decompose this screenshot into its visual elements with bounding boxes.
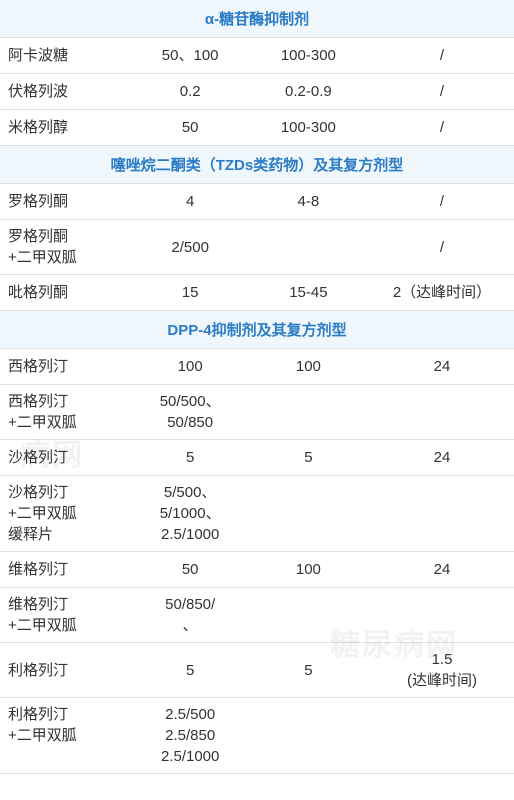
cell-halflife: / [370, 38, 514, 73]
table-row: 西格列汀+二甲双胍50/500、50/850 [0, 385, 514, 440]
cell-name: 西格列汀+二甲双胍 [0, 385, 134, 439]
cell-range [247, 588, 370, 642]
cell-range [247, 476, 370, 551]
table-row: 利格列汀551.5(达峰时间) [0, 643, 514, 698]
cell-dose: 50/500、50/850 [134, 385, 247, 439]
cell-halflife: / [370, 74, 514, 109]
cell-name: 米格列醇 [0, 110, 134, 145]
cell-range: 4-8 [247, 184, 370, 219]
cell-halflife [370, 476, 514, 551]
cell-range: 100-300 [247, 110, 370, 145]
cell-name: 沙格列汀+二甲双胍缓释片 [0, 476, 134, 551]
cell-dose: 50/850/、 [134, 588, 247, 642]
cell-halflife: 24 [370, 440, 514, 475]
cell-range: 5 [247, 643, 370, 697]
section-header: α-糖苷酶抑制剂 [0, 0, 514, 38]
cell-range: 100 [247, 552, 370, 587]
cell-name: 利格列汀+二甲双胍 [0, 698, 134, 773]
cell-range [247, 220, 370, 274]
cell-dose: 50 [134, 552, 247, 587]
cell-dose: 50 [134, 110, 247, 145]
cell-halflife [370, 385, 514, 439]
table-row: 吡格列酮1515-452（达峰时间） [0, 275, 514, 311]
table-row: 利格列汀+二甲双胍2.5/5002.5/8502.5/1000 [0, 698, 514, 774]
cell-range [247, 698, 370, 773]
cell-halflife [370, 698, 514, 773]
cell-dose: 5/500、5/1000、2.5/1000 [134, 476, 247, 551]
cell-halflife: 24 [370, 349, 514, 384]
cell-halflife: / [370, 184, 514, 219]
cell-range: 0.2-0.9 [247, 74, 370, 109]
cell-halflife: 1.5(达峰时间) [370, 643, 514, 697]
cell-name: 阿卡波糖 [0, 38, 134, 73]
cell-halflife: / [370, 220, 514, 274]
cell-dose: 50、100 [134, 38, 247, 73]
cell-name: 沙格列汀 [0, 440, 134, 475]
section-header: 噻唑烷二酮类（TZDs类药物）及其复方剂型 [0, 146, 514, 184]
cell-name: 维格列汀+二甲双胍 [0, 588, 134, 642]
cell-dose: 0.2 [134, 74, 247, 109]
cell-dose: 5 [134, 643, 247, 697]
table-row: 沙格列汀5524 [0, 440, 514, 476]
table-row: 维格列汀+二甲双胍50/850/、 [0, 588, 514, 643]
drug-table: α-糖苷酶抑制剂阿卡波糖50、100100-300/伏格列波0.20.2-0.9… [0, 0, 514, 774]
cell-range: 100 [247, 349, 370, 384]
cell-dose: 15 [134, 275, 247, 310]
cell-name: 维格列汀 [0, 552, 134, 587]
table-row: 阿卡波糖50、100100-300/ [0, 38, 514, 74]
cell-dose: 5 [134, 440, 247, 475]
table-row: 罗格列酮+二甲双胍2/500 / [0, 220, 514, 275]
cell-name: 吡格列酮 [0, 275, 134, 310]
cell-halflife [370, 588, 514, 642]
section-header: DPP-4抑制剂及其复方剂型 [0, 311, 514, 349]
cell-dose: 100 [134, 349, 247, 384]
table-row: 伏格列波0.20.2-0.9/ [0, 74, 514, 110]
cell-range: 5 [247, 440, 370, 475]
cell-range: 100-300 [247, 38, 370, 73]
table-row: 西格列汀10010024 [0, 349, 514, 385]
cell-halflife: / [370, 110, 514, 145]
cell-name: 利格列汀 [0, 643, 134, 697]
table-row: 维格列汀5010024 [0, 552, 514, 588]
cell-name: 伏格列波 [0, 74, 134, 109]
cell-dose: 2.5/5002.5/8502.5/1000 [134, 698, 247, 773]
table-row: 米格列醇50100-300/ [0, 110, 514, 146]
cell-name: 罗格列酮+二甲双胍 [0, 220, 134, 274]
table-row: 罗格列酮44-8/ [0, 184, 514, 220]
cell-dose: 2/500 [134, 220, 247, 274]
cell-range: 15-45 [247, 275, 370, 310]
cell-halflife: 24 [370, 552, 514, 587]
cell-name: 罗格列酮 [0, 184, 134, 219]
cell-dose: 4 [134, 184, 247, 219]
cell-name: 西格列汀 [0, 349, 134, 384]
cell-halflife: 2（达峰时间） [370, 275, 514, 310]
table-row: 沙格列汀+二甲双胍缓释片5/500、5/1000、2.5/1000 [0, 476, 514, 552]
cell-range [247, 385, 370, 439]
